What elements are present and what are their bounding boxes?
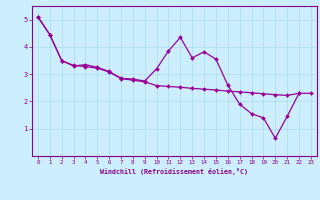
X-axis label: Windchill (Refroidissement éolien,°C): Windchill (Refroidissement éolien,°C): [100, 168, 248, 175]
